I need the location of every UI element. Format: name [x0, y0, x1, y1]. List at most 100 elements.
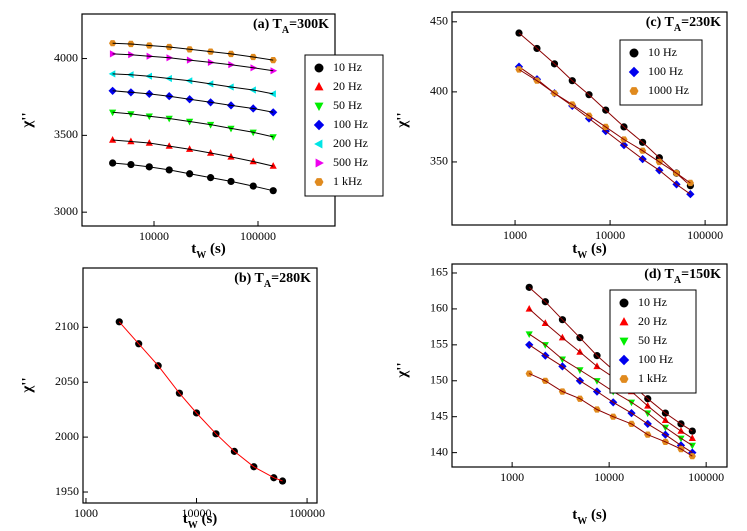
- legend-marker: [619, 298, 629, 308]
- x-tick-label: 10000: [594, 470, 624, 484]
- text-part: (s): [587, 507, 607, 523]
- text-part: (d) T: [644, 267, 674, 282]
- legend-marker: [629, 48, 639, 58]
- chart-title: (c) TA=230K: [646, 15, 721, 34]
- legend-marker: [619, 337, 629, 346]
- y-tick-label: 450: [430, 14, 448, 28]
- legend-marker: [619, 317, 629, 326]
- data-point: [269, 108, 278, 117]
- fit-line: [518, 32, 691, 187]
- y-axis-label: χ'': [394, 362, 410, 378]
- text-part: W: [188, 520, 198, 531]
- data-point: [186, 118, 194, 126]
- x-tick-label: 100000: [687, 228, 723, 242]
- legend-label: 200 Hz: [333, 136, 368, 150]
- chart-title: (b) TA=280K: [234, 271, 311, 290]
- legend-marker: [628, 66, 640, 78]
- text-part: =230K: [681, 15, 721, 30]
- text-part: (s): [206, 241, 226, 257]
- y-tick-label: 150: [430, 373, 448, 387]
- text-part: W: [196, 250, 206, 261]
- data-point: [227, 125, 235, 133]
- data-point: [249, 129, 257, 137]
- text-part: W: [577, 250, 587, 261]
- text-part: t: [191, 241, 196, 257]
- fit-line: [112, 111, 274, 138]
- fit-line: [112, 42, 274, 61]
- fit-line: [112, 139, 274, 167]
- x-tick-label: 1000: [503, 228, 527, 242]
- data-point: [109, 40, 117, 47]
- legend-marker: [313, 119, 325, 131]
- legend-marker: [314, 63, 324, 73]
- data-point: [145, 113, 153, 121]
- legend-label: 100 Hz: [638, 352, 673, 366]
- y-tick-label: 145: [430, 408, 448, 422]
- data-point: [109, 109, 117, 117]
- plot-frame: [82, 267, 318, 504]
- y-tick-label: 350: [430, 154, 448, 168]
- legend-label: 100 Hz: [648, 64, 683, 78]
- data-point: [207, 149, 215, 156]
- data-point: [165, 142, 173, 149]
- legend-marker: [314, 82, 324, 91]
- legend-label: 10 Hz: [638, 295, 667, 309]
- legend-marker: [629, 87, 639, 95]
- legend-marker: [618, 354, 630, 366]
- text-part: (a) T: [253, 17, 283, 32]
- text-part: =150K: [681, 267, 721, 282]
- text-part: A: [674, 23, 682, 34]
- text-part: (b) T: [234, 271, 264, 286]
- data-point: [108, 70, 116, 78]
- legend-label: 50 Hz: [333, 98, 362, 112]
- text-part: A: [674, 275, 682, 286]
- data-point: [269, 134, 277, 141]
- x-axis-label: tW (s): [191, 241, 226, 260]
- x-axis-label: tW (s): [183, 511, 218, 530]
- legend-label: 20 Hz: [638, 314, 667, 328]
- legend-label: 1 kHz: [333, 174, 362, 188]
- data-point: [109, 136, 117, 143]
- text-part: t: [572, 241, 577, 257]
- y-tick-label: 155: [430, 337, 448, 351]
- chart-title: (d) TA=150K: [644, 267, 721, 286]
- legend-label: 1000 Hz: [648, 83, 689, 97]
- plot-frame: [81, 13, 336, 227]
- text-part: =300K: [289, 17, 329, 32]
- fit-line: [528, 344, 693, 454]
- text-part: A: [282, 25, 290, 36]
- plot-frame: [451, 263, 728, 468]
- y-tick-label: 1950: [55, 484, 79, 498]
- text-part: A: [264, 279, 272, 290]
- x-tick-label: 10000: [139, 229, 169, 243]
- data-point: [278, 477, 287, 485]
- text-part: (s): [587, 241, 607, 257]
- legend-label: 10 Hz: [333, 60, 362, 74]
- y-axis-label: χ'': [394, 112, 410, 128]
- y-tick-label: 400: [430, 84, 448, 98]
- text-part: =280K: [271, 271, 311, 286]
- data-point: [249, 157, 257, 165]
- data-point: [207, 121, 215, 129]
- data-point: [165, 115, 173, 123]
- fit-line: [112, 73, 274, 95]
- data-point: [186, 145, 194, 152]
- fit-line: [112, 53, 274, 72]
- text-part: W: [577, 516, 587, 527]
- x-tick-label: 1000: [500, 470, 524, 484]
- y-tick-label: 4000: [54, 50, 78, 64]
- legend-label: 50 Hz: [638, 333, 667, 347]
- y-tick-label: 2000: [55, 429, 79, 443]
- x-axis-label: tW (s): [572, 241, 607, 260]
- y-tick-label: 160: [430, 301, 448, 315]
- y-axis-label: χ'': [19, 377, 35, 393]
- legend-marker: [619, 375, 629, 383]
- legend-label: 20 Hz: [333, 79, 362, 93]
- fit-line: [518, 69, 691, 184]
- fit-line: [528, 373, 693, 457]
- x-tick-label: 1000: [74, 506, 98, 520]
- data-point: [525, 370, 533, 377]
- y-axis-label: χ'': [19, 112, 35, 128]
- data-point: [127, 111, 135, 118]
- legend-label: 500 Hz: [333, 155, 368, 169]
